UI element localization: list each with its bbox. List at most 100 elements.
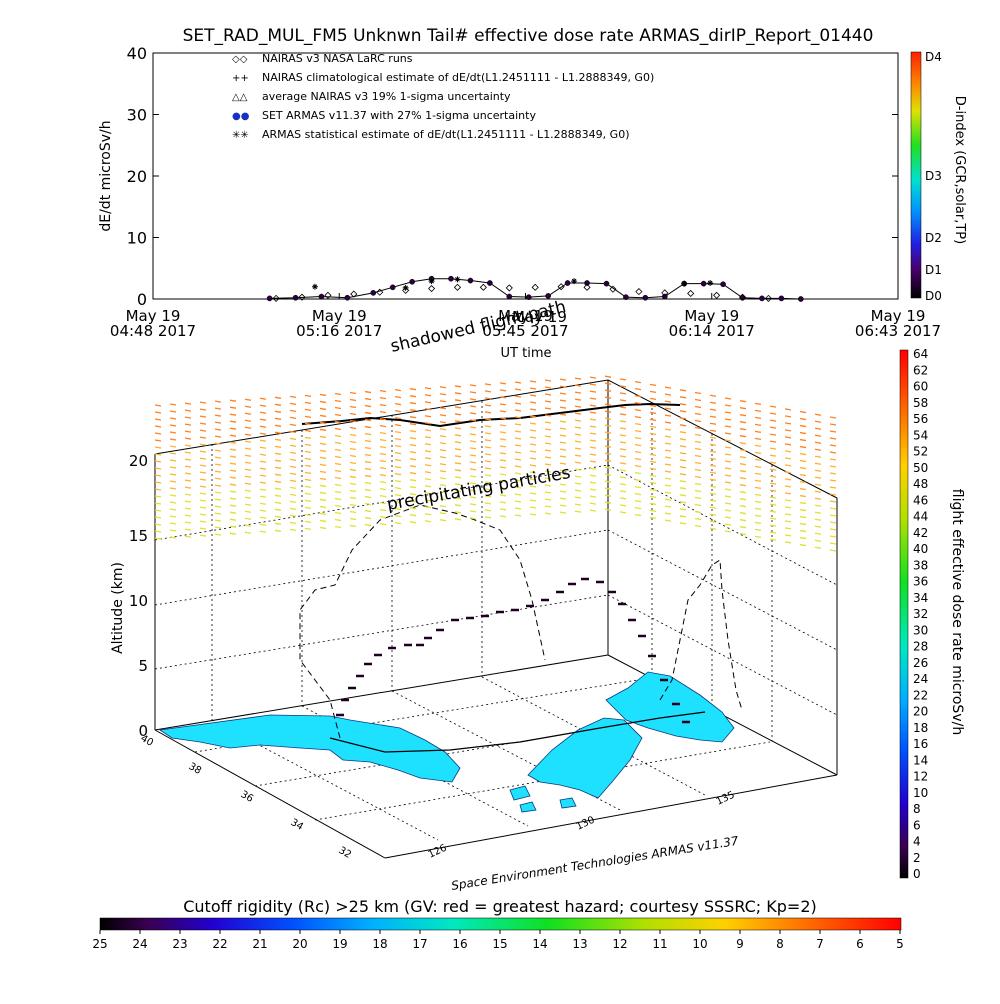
rigidity-tick-label: 18 [372, 937, 387, 951]
particle-mark [694, 419, 702, 423]
particle-mark [424, 520, 432, 523]
particle-mark [454, 497, 462, 500]
particle-mark [769, 475, 777, 478]
particle-mark [829, 444, 837, 447]
particle-mark [694, 510, 702, 514]
particle-mark [514, 500, 522, 503]
particle-mark [769, 454, 777, 457]
particle-mark [229, 462, 237, 465]
particle-mark [544, 505, 552, 508]
particle-mark [589, 474, 597, 477]
particle-mark [334, 399, 342, 403]
particle-mark [289, 437, 297, 441]
particle-mark [169, 487, 177, 490]
particle-mark [499, 417, 507, 420]
particle-mark [439, 428, 447, 431]
particle-mark [469, 454, 477, 457]
particle-mark [244, 524, 252, 527]
particle-mark [574, 419, 582, 422]
particle-mark [394, 430, 402, 434]
particle-mark [394, 493, 402, 497]
particle-mark [514, 472, 522, 475]
particle-mark [214, 414, 222, 417]
particle-mark [424, 443, 432, 446]
particle-mark [724, 453, 732, 456]
particle-mark [739, 491, 747, 494]
particle-mark [319, 428, 327, 432]
particle-mark [499, 431, 507, 434]
particle-mark [514, 395, 522, 398]
particle-mark [709, 527, 717, 530]
nairas-point [531, 283, 539, 291]
particle-mark [634, 436, 642, 440]
particle-mark [259, 453, 267, 456]
particle-mark [424, 450, 432, 453]
particle-mark [409, 437, 417, 440]
particle-mark [484, 432, 492, 435]
particle-mark [529, 478, 537, 481]
particle-mark [769, 461, 777, 464]
dashed-profile-1 [299, 504, 546, 739]
dindex-colorbar: D4 D3 D2 D1 D0 D-index (GCR,solar,TP) [910, 50, 967, 303]
particle-mark [709, 408, 717, 411]
particle-mark [769, 447, 777, 450]
legend-entry: SET ARMAS v11.37 with 27% 1-sigma uncert… [262, 109, 536, 122]
particle-mark [799, 543, 807, 547]
particle-mark [649, 495, 657, 499]
chart-legend: ◇◇ NAIRAS v3 NASA LaRC runs ++ NAIRAS clima… [232, 52, 654, 141]
rigidity-tick-label: 15 [492, 937, 507, 951]
particle-mark [184, 437, 192, 440]
floor-front-left-edge [154, 729, 386, 859]
dindex-label: D-index (GCR,solar,TP) [952, 96, 967, 244]
altitude-tick-label: 0 [138, 722, 148, 740]
particle-mark [319, 421, 327, 425]
particle-mark [574, 391, 582, 394]
particle-mark [199, 492, 207, 495]
particle-mark [439, 519, 447, 522]
particle-mark [634, 380, 642, 384]
particle-mark [349, 482, 357, 486]
particle-mark [469, 433, 477, 436]
particle-mark [454, 406, 462, 409]
dindex-tick-label: D3 [925, 169, 942, 183]
particle-mark [544, 442, 552, 445]
particle-mark [649, 397, 657, 401]
particle-mark [664, 470, 672, 473]
particle-mark [649, 418, 657, 422]
particle-mark [664, 428, 672, 431]
particle-mark [484, 439, 492, 442]
particle-mark [484, 425, 492, 428]
particle-mark [649, 467, 657, 471]
particle-mark [439, 393, 447, 396]
particle-mark [229, 434, 237, 437]
particle-mark [814, 546, 822, 549]
dashed-profile-2 [659, 559, 743, 711]
nairas-point [609, 285, 617, 293]
rigidity-tick-label: 24 [132, 937, 147, 951]
particle-mark [259, 460, 267, 463]
particle-mark [349, 419, 357, 423]
rigidity-tick-label: 17 [412, 937, 427, 951]
armas-stat-point [454, 276, 461, 283]
particle-mark [214, 484, 222, 487]
particle-mark [589, 383, 597, 386]
particle-mark [334, 511, 342, 515]
particle-mark [184, 528, 192, 531]
particle-mark [739, 498, 747, 501]
particle-mark [484, 460, 492, 463]
particle-mark [334, 406, 342, 410]
particle-mark [379, 459, 387, 463]
particle-mark [229, 413, 237, 416]
land-masses [158, 671, 735, 813]
rigidity-tick-label: 8 [776, 937, 784, 951]
particle-mark [244, 482, 252, 485]
particle-mark [169, 501, 177, 504]
particle-mark [709, 464, 717, 467]
particle-mark [484, 488, 492, 491]
particle-mark [574, 503, 582, 506]
particle-mark [379, 515, 387, 519]
particle-mark [604, 389, 612, 392]
particle-mark [544, 449, 552, 452]
